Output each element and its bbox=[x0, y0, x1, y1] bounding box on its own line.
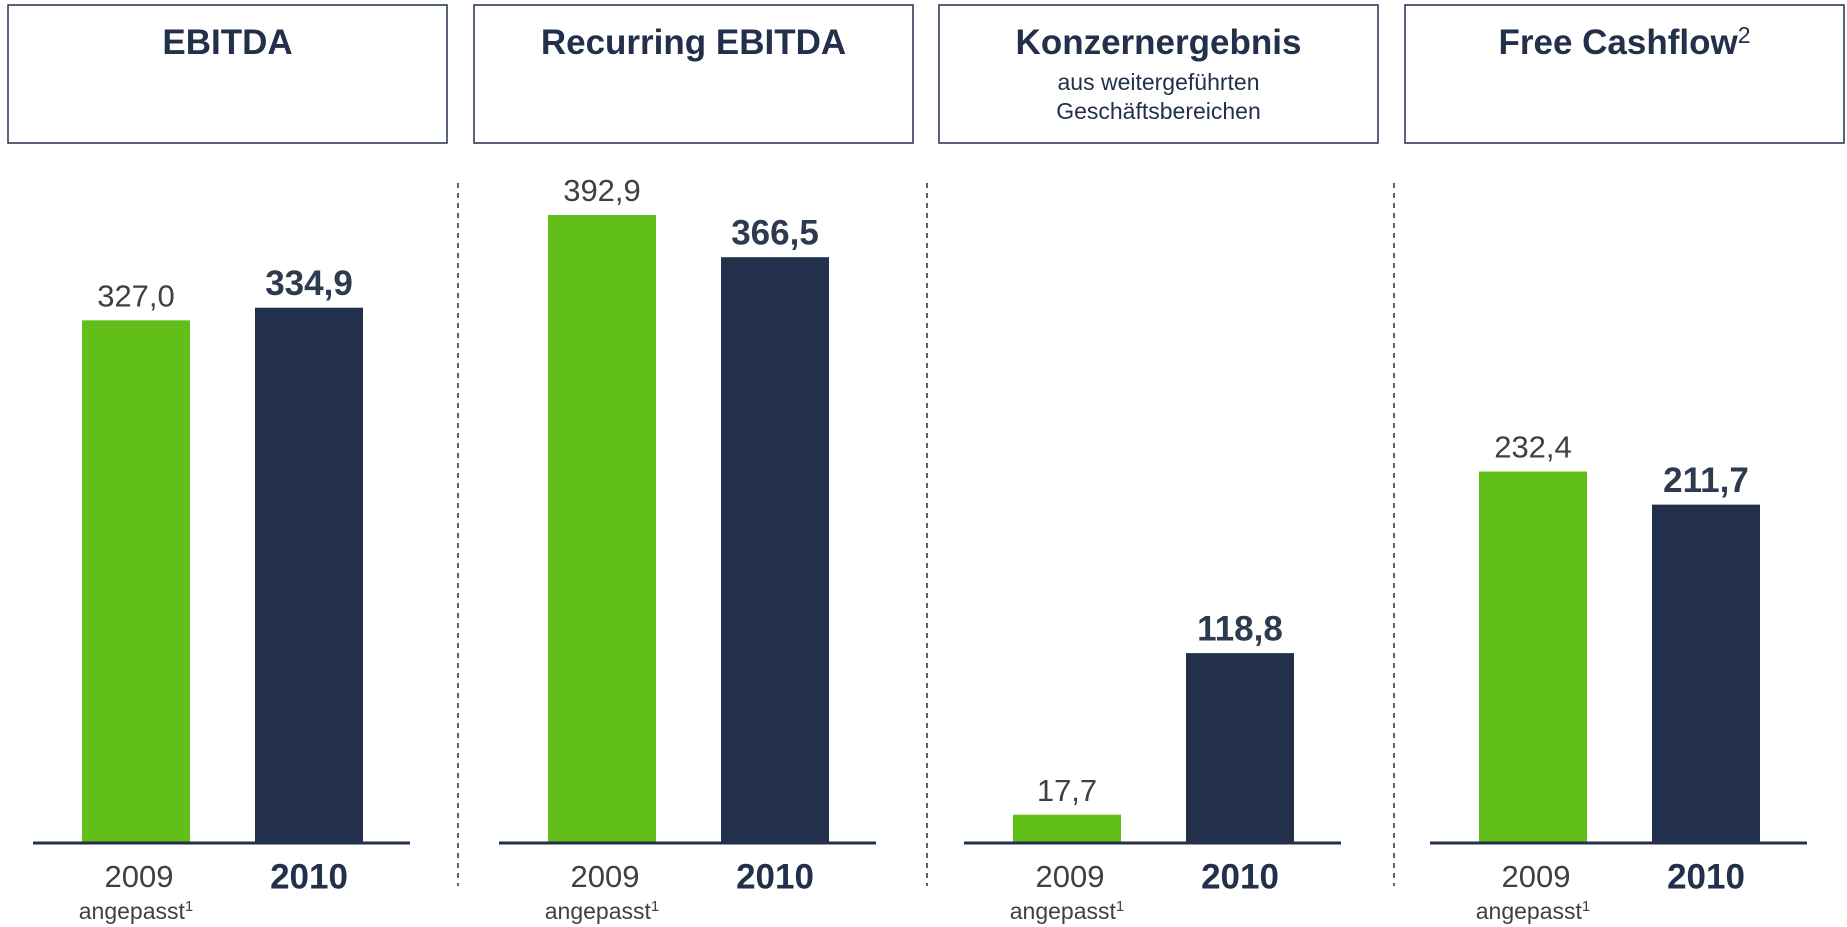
bar bbox=[1652, 504, 1760, 843]
category-label: 2010 bbox=[270, 857, 348, 896]
category-label: 2009 bbox=[571, 859, 640, 894]
note-text: angepasst bbox=[545, 898, 652, 924]
category-label: 2009 bbox=[1502, 859, 1571, 894]
title-text: Recurring EBITDA bbox=[541, 23, 846, 62]
header-box bbox=[938, 4, 1379, 144]
chart-panel: Recurring EBITDA 392,9 2009 angepasst1 366,5… bbox=[473, 4, 914, 924]
value-label: 366,5 bbox=[731, 213, 819, 252]
bar bbox=[1479, 471, 1587, 843]
chart-title: Konzernergebnis bbox=[1016, 23, 1302, 62]
chart-subtitle: aus weitergeführten bbox=[1057, 69, 1259, 95]
category-label: 2010 bbox=[1201, 857, 1279, 896]
chart-title: EBITDA bbox=[162, 23, 292, 62]
title-text: Free Cashflow bbox=[1498, 23, 1738, 62]
note-sup: 1 bbox=[1582, 898, 1590, 915]
chart-subtitle: Geschäftsbereichen bbox=[1056, 98, 1261, 124]
category-note: angepasst1 bbox=[1476, 898, 1590, 924]
title-text: EBITDA bbox=[162, 23, 292, 62]
note-text: angepasst bbox=[1010, 898, 1117, 924]
value-label: 211,7 bbox=[1663, 461, 1749, 500]
bar bbox=[721, 257, 829, 843]
title-sup: 2 bbox=[1738, 22, 1751, 48]
chart-title: Free Cashflow2 bbox=[1498, 22, 1750, 62]
category-label: 2010 bbox=[1667, 857, 1745, 896]
category-label: 2009 bbox=[1036, 859, 1105, 894]
note-text: angepasst bbox=[1476, 898, 1583, 924]
chart-panel: EBITDA 327,0 2009 angepasst1 334,9 2010 bbox=[7, 4, 448, 924]
chart-panel: Free Cashflow2 232,4 2009 angepasst1 211,7 20… bbox=[1404, 4, 1845, 924]
value-label: 392,9 bbox=[563, 173, 641, 208]
note-text: angepasst bbox=[79, 898, 186, 924]
bar bbox=[82, 320, 190, 843]
category-note: angepasst1 bbox=[545, 898, 659, 924]
value-label: 17,7 bbox=[1037, 773, 1097, 808]
category-note: angepasst1 bbox=[79, 898, 193, 924]
note-sup: 1 bbox=[651, 898, 659, 915]
title-text: Konzernergebnis bbox=[1016, 23, 1302, 62]
value-label: 232,4 bbox=[1494, 430, 1572, 465]
header-box bbox=[473, 4, 914, 144]
value-label: 118,8 bbox=[1197, 609, 1283, 648]
value-label: 327,0 bbox=[97, 279, 175, 314]
bar bbox=[1186, 653, 1294, 843]
category-note: angepasst1 bbox=[1010, 898, 1124, 924]
bar bbox=[548, 215, 656, 843]
header-box bbox=[7, 4, 448, 144]
chart-title: Recurring EBITDA bbox=[541, 23, 846, 62]
bar bbox=[255, 307, 363, 843]
header-box bbox=[1404, 4, 1845, 144]
category-label: 2009 bbox=[105, 859, 174, 894]
category-label: 2010 bbox=[736, 857, 814, 896]
value-label: 334,9 bbox=[265, 264, 353, 303]
chart-panel: Konzernergebnis aus weitergeführten Geschä… bbox=[938, 4, 1379, 924]
bar bbox=[1013, 814, 1121, 843]
note-sup: 1 bbox=[185, 898, 193, 915]
note-sup: 1 bbox=[1116, 898, 1124, 915]
